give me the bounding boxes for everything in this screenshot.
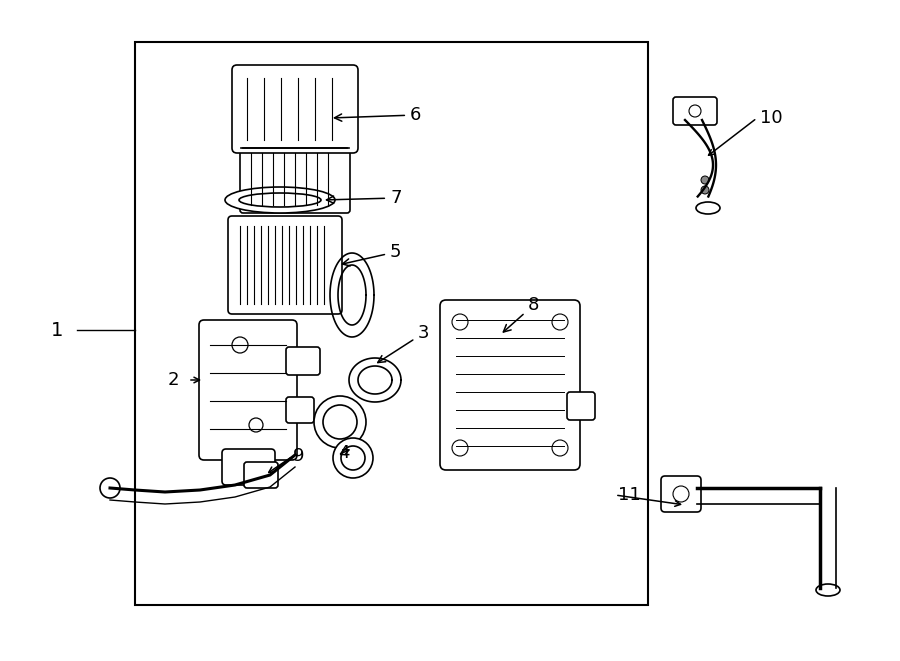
FancyBboxPatch shape — [232, 65, 358, 153]
Text: 7: 7 — [327, 189, 401, 207]
Text: 1: 1 — [50, 321, 63, 340]
Bar — [135, 42, 648, 605]
Text: 5: 5 — [342, 243, 401, 266]
Ellipse shape — [696, 202, 720, 214]
FancyBboxPatch shape — [199, 320, 297, 460]
Circle shape — [689, 105, 701, 117]
Circle shape — [673, 486, 689, 502]
Circle shape — [452, 440, 468, 456]
Circle shape — [552, 314, 568, 330]
Circle shape — [452, 314, 468, 330]
Text: 10: 10 — [760, 109, 783, 127]
Text: 6: 6 — [335, 106, 421, 124]
FancyBboxPatch shape — [440, 300, 580, 470]
FancyBboxPatch shape — [240, 145, 350, 213]
Circle shape — [701, 176, 709, 184]
FancyBboxPatch shape — [228, 216, 342, 314]
Text: 11: 11 — [618, 486, 641, 504]
Text: 3: 3 — [378, 324, 429, 363]
Circle shape — [552, 440, 568, 456]
Text: 2: 2 — [167, 371, 179, 389]
Text: 8: 8 — [503, 296, 539, 332]
FancyBboxPatch shape — [673, 97, 717, 125]
Circle shape — [100, 478, 120, 498]
Circle shape — [314, 396, 366, 448]
Ellipse shape — [225, 187, 335, 213]
FancyBboxPatch shape — [244, 462, 278, 488]
FancyBboxPatch shape — [286, 397, 314, 423]
FancyBboxPatch shape — [567, 392, 595, 420]
Circle shape — [701, 186, 709, 194]
FancyBboxPatch shape — [286, 347, 320, 375]
Ellipse shape — [239, 193, 321, 207]
FancyBboxPatch shape — [661, 476, 701, 512]
Text: 4: 4 — [338, 444, 349, 462]
Text: 9: 9 — [293, 447, 304, 465]
Circle shape — [323, 405, 357, 439]
Circle shape — [341, 446, 365, 470]
FancyBboxPatch shape — [222, 449, 275, 485]
Circle shape — [333, 438, 373, 478]
Ellipse shape — [816, 584, 840, 596]
Circle shape — [232, 337, 248, 353]
Circle shape — [249, 418, 263, 432]
